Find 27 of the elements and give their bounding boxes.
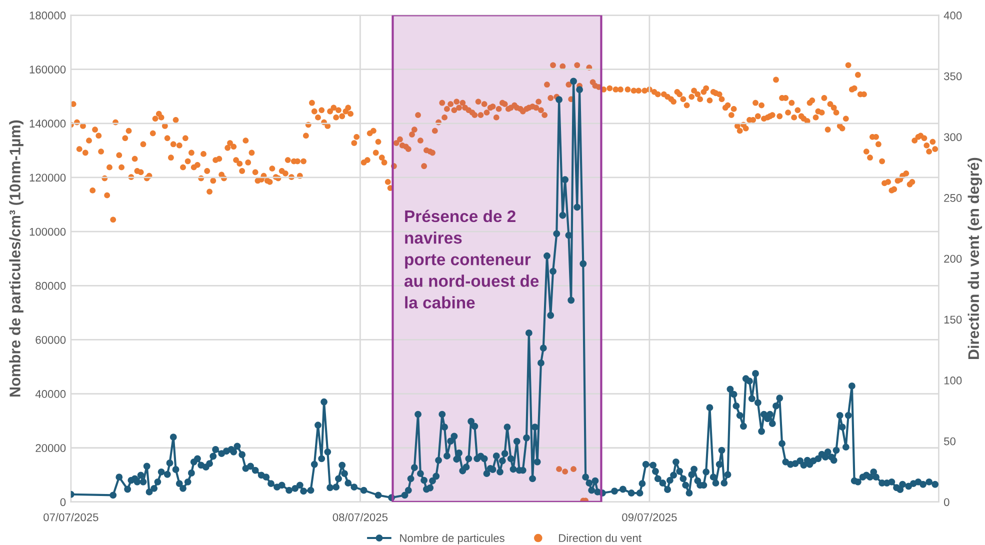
x-tick-label: 09/07/2025 [622,513,677,522]
y-tick-label: 0 [60,498,66,506]
y2-tick-label: 100 [944,376,962,384]
y2-tick-label: 50 [944,437,956,446]
x-tick-label: 08/07/2025 [332,513,388,522]
y-tick-label: 20000 [36,444,66,452]
band-label: Présence de 2 navires porte conteneur au nord-ouest de la cabine [404,210,539,308]
y-tick-label: 140000 [30,120,66,128]
y-tick-label: 40000 [35,390,66,398]
y2-tick-label: 0 [944,498,950,506]
y-tick-label: 100000 [30,228,66,236]
y-axis-title: Nombre de particules/cm³ (10nm-1µm) [9,120,24,397]
y2-tick-label: 350 [944,72,962,80]
y2-tick-label: 300 [944,133,962,142]
y-tick-label: 120000 [30,174,66,182]
legend-label: Direction du vent [559,534,642,542]
y-tick-label: 60000 [36,336,66,344]
y2-tick-label: 150 [944,316,962,324]
y-tick-label: 180000 [30,12,66,20]
x-tick-label: 07/07/2025 [44,513,98,522]
y2-tick-label: 250 [944,194,962,202]
y2-tick-label: 400 [944,12,962,20]
y-tick-label: 160000 [30,66,66,74]
y-tick-label: 80000 [36,282,66,290]
y2-tick-label: 200 [944,254,962,263]
y2-axis-title: Direction du vent (en degré) [968,158,982,360]
legend-label: Nombre de particules [400,534,504,544]
